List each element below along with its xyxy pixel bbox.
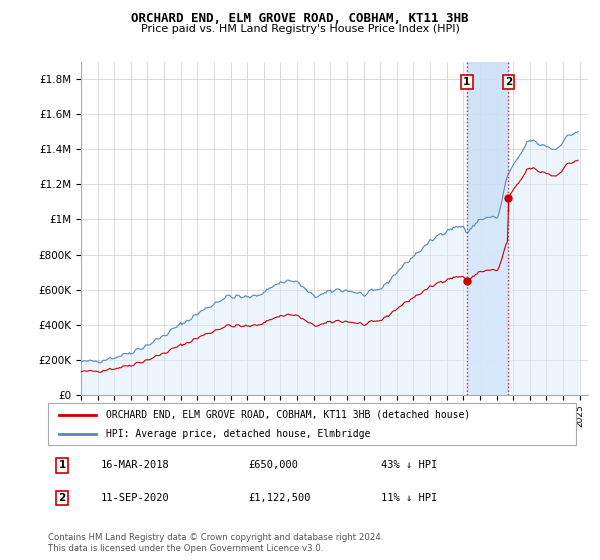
FancyBboxPatch shape — [48, 403, 576, 445]
Text: HPI: Average price, detached house, Elmbridge: HPI: Average price, detached house, Elmb… — [106, 429, 370, 439]
Text: ORCHARD END, ELM GROVE ROAD, COBHAM, KT11 3HB (detached house): ORCHARD END, ELM GROVE ROAD, COBHAM, KT1… — [106, 409, 470, 419]
Text: £1,122,500: £1,122,500 — [248, 493, 311, 503]
Text: 1: 1 — [463, 77, 470, 87]
Text: ORCHARD END, ELM GROVE ROAD, COBHAM, KT11 3HB: ORCHARD END, ELM GROVE ROAD, COBHAM, KT1… — [131, 12, 469, 25]
Text: 11% ↓ HPI: 11% ↓ HPI — [380, 493, 437, 503]
Text: Price paid vs. HM Land Registry's House Price Index (HPI): Price paid vs. HM Land Registry's House … — [140, 24, 460, 34]
Text: Contains HM Land Registry data © Crown copyright and database right 2024.
This d: Contains HM Land Registry data © Crown c… — [48, 533, 383, 553]
Bar — [467, 62, 508, 395]
Text: 1: 1 — [59, 460, 66, 470]
Text: 2: 2 — [505, 77, 512, 87]
Text: 16-MAR-2018: 16-MAR-2018 — [101, 460, 170, 470]
Text: 2: 2 — [59, 493, 66, 503]
Text: 11-SEP-2020: 11-SEP-2020 — [101, 493, 170, 503]
Text: 43% ↓ HPI: 43% ↓ HPI — [380, 460, 437, 470]
Text: £650,000: £650,000 — [248, 460, 299, 470]
